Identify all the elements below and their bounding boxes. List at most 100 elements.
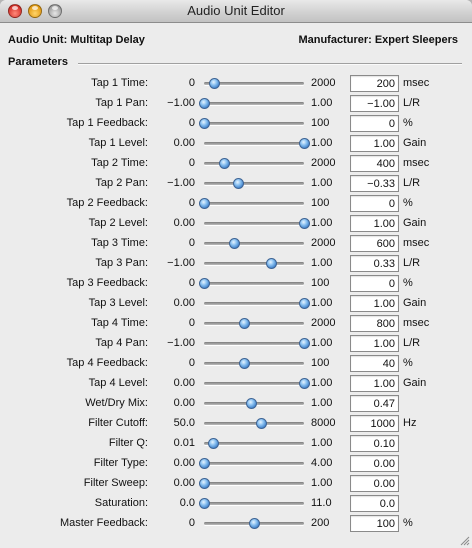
parameter-slider-thumb[interactable] [246,398,257,409]
slider-max-label: 1.00 [311,377,333,389]
parameter-slider-track[interactable] [204,182,304,185]
parameter-slider-track[interactable] [204,422,304,425]
parameter-slider-track[interactable] [204,122,304,125]
slider-max-label: 1.00 [311,217,333,229]
parameter-slider-track[interactable] [204,482,304,485]
parameter-row: Master Feedback: 0 200 100% [0,514,472,534]
parameter-slider-thumb[interactable] [232,178,244,189]
parameter-value-field[interactable]: 0.00 [350,475,399,492]
parameter-slider-track[interactable] [204,362,304,365]
parameter-value-field[interactable]: 600 [350,235,399,252]
parameter-slider-thumb[interactable] [299,138,310,149]
parameter-value-field[interactable]: 0.47 [350,395,399,412]
parameter-slider-track[interactable] [204,262,304,265]
parameter-slider-thumb[interactable] [199,278,210,289]
minimize-window-button[interactable] [28,4,42,18]
parameter-slider-thumb[interactable] [299,298,310,309]
parameter-value-field[interactable]: −1.00 [350,95,399,112]
parameter-unit-label: Gain [403,377,427,389]
slider-min-label: 0 [188,157,195,169]
parameter-value-field[interactable]: 0 [350,115,399,132]
parameter-slider-track[interactable] [204,382,304,385]
parameter-value-field[interactable]: 400 [350,155,399,172]
parameter-unit-label: Gain [403,137,427,149]
parameter-value-field[interactable]: 0.0 [350,495,399,512]
slider-max-label: 2000 [311,237,336,249]
parameter-row: Tap 2 Level: 0.00 1.00 1.00 Gain [0,214,472,234]
slider-min-label: 0.00 [173,297,195,309]
close-window-button[interactable] [8,4,22,18]
slider-max-label: 2000 [311,77,336,89]
parameter-value-field[interactable]: 200 [350,75,399,92]
parameter-label: Tap 2 Time: [91,157,148,169]
parameter-value-field[interactable]: 800 [350,315,399,332]
parameter-unit-label: Hz [403,417,417,429]
parameter-slider-track[interactable] [204,222,304,225]
parameter-slider-track[interactable] [204,142,304,145]
parameter-slider-track[interactable] [204,102,304,105]
parameter-label: Tap 3 Feedback: [66,277,148,289]
parameter-label: Tap 3 Pan: [95,257,148,269]
parameter-slider-thumb[interactable] [199,118,210,129]
parameter-value-field[interactable]: 100 [350,515,399,532]
parameter-slider-track[interactable] [204,322,304,325]
resize-grip-icon[interactable] [458,534,470,546]
parameter-value-field[interactable]: 1.00 [350,135,399,152]
parameter-value-field[interactable]: −0.33 [350,175,399,192]
parameter-slider-thumb[interactable] [299,218,310,229]
slider-min-label: −1.00 [167,97,195,109]
parameter-slider-track[interactable] [204,162,304,165]
parameter-slider-thumb[interactable] [265,258,277,269]
parameter-value-field[interactable]: 1.00 [350,295,399,312]
zoom-window-button[interactable] [48,4,62,18]
parameter-slider-track[interactable] [204,302,304,305]
parameter-slider-thumb[interactable] [299,338,310,349]
parameter-slider-track[interactable] [204,82,304,85]
parameter-slider-thumb[interactable] [208,438,219,449]
parameter-label: Saturation: [94,497,148,509]
parameter-unit-label: % [403,517,413,529]
parameter-slider-thumb[interactable] [239,358,250,369]
parameter-slider-thumb[interactable] [219,158,230,169]
parameter-slider-thumb[interactable] [199,498,210,509]
parameter-slider-thumb[interactable] [199,478,210,489]
parameter-value-field[interactable]: 1.00 [350,215,399,232]
parameter-unit-label: msec [403,317,430,329]
parameter-slider-track[interactable] [204,242,304,245]
parameter-slider-track[interactable] [204,342,304,345]
parameter-value-field[interactable]: 40 [350,355,399,372]
parameter-value-field[interactable]: 0 [350,275,399,292]
parameter-unit-label: msec [403,157,430,169]
parameter-row: Tap 1 Pan: −1.00 1.00 −1.00 L/R [0,94,472,114]
slider-max-label: 1.00 [311,177,333,189]
parameter-value-field[interactable]: 0 [350,195,399,212]
slider-min-label: 0 [188,197,195,209]
parameter-slider-track[interactable] [204,462,304,465]
parameter-slider-track[interactable] [204,202,304,205]
parameter-label: Tap 4 Time: [91,317,148,329]
manufacturer-name: Manufacturer: Expert Sleepers [298,34,458,46]
slider-min-label: 0 [188,117,195,129]
parameter-slider-track[interactable] [204,442,304,445]
parameter-label: Tap 1 Time: [91,77,148,89]
title-bar[interactable]: Audio Unit Editor [0,0,472,23]
parameter-value-field[interactable]: 0.00 [350,455,399,472]
slider-min-label: −1.00 [167,337,195,349]
parameter-value-field[interactable]: 0.10 [350,435,399,452]
parameter-slider-thumb[interactable] [199,198,210,209]
parameter-slider-thumb[interactable] [239,318,250,329]
parameter-value-field[interactable]: 1000 [350,415,399,432]
parameter-slider-thumb[interactable] [199,98,210,109]
parameter-row: Wet/Dry Mix: 0.00 1.00 0.47 [0,394,472,414]
parameter-slider-thumb[interactable] [209,78,220,89]
parameter-slider-thumb[interactable] [249,518,260,529]
parameter-value-field[interactable]: 1.00 [350,375,399,392]
parameter-value-field[interactable]: 0.33 [350,255,399,272]
parameter-value-field[interactable]: 1.00 [350,335,399,352]
parameter-slider-thumb[interactable] [199,458,210,469]
parameter-slider-track[interactable] [204,282,304,285]
parameter-slider-thumb[interactable] [229,238,240,249]
parameter-slider-track[interactable] [204,502,304,505]
parameter-slider-thumb[interactable] [256,418,267,429]
parameter-slider-thumb[interactable] [299,378,310,389]
